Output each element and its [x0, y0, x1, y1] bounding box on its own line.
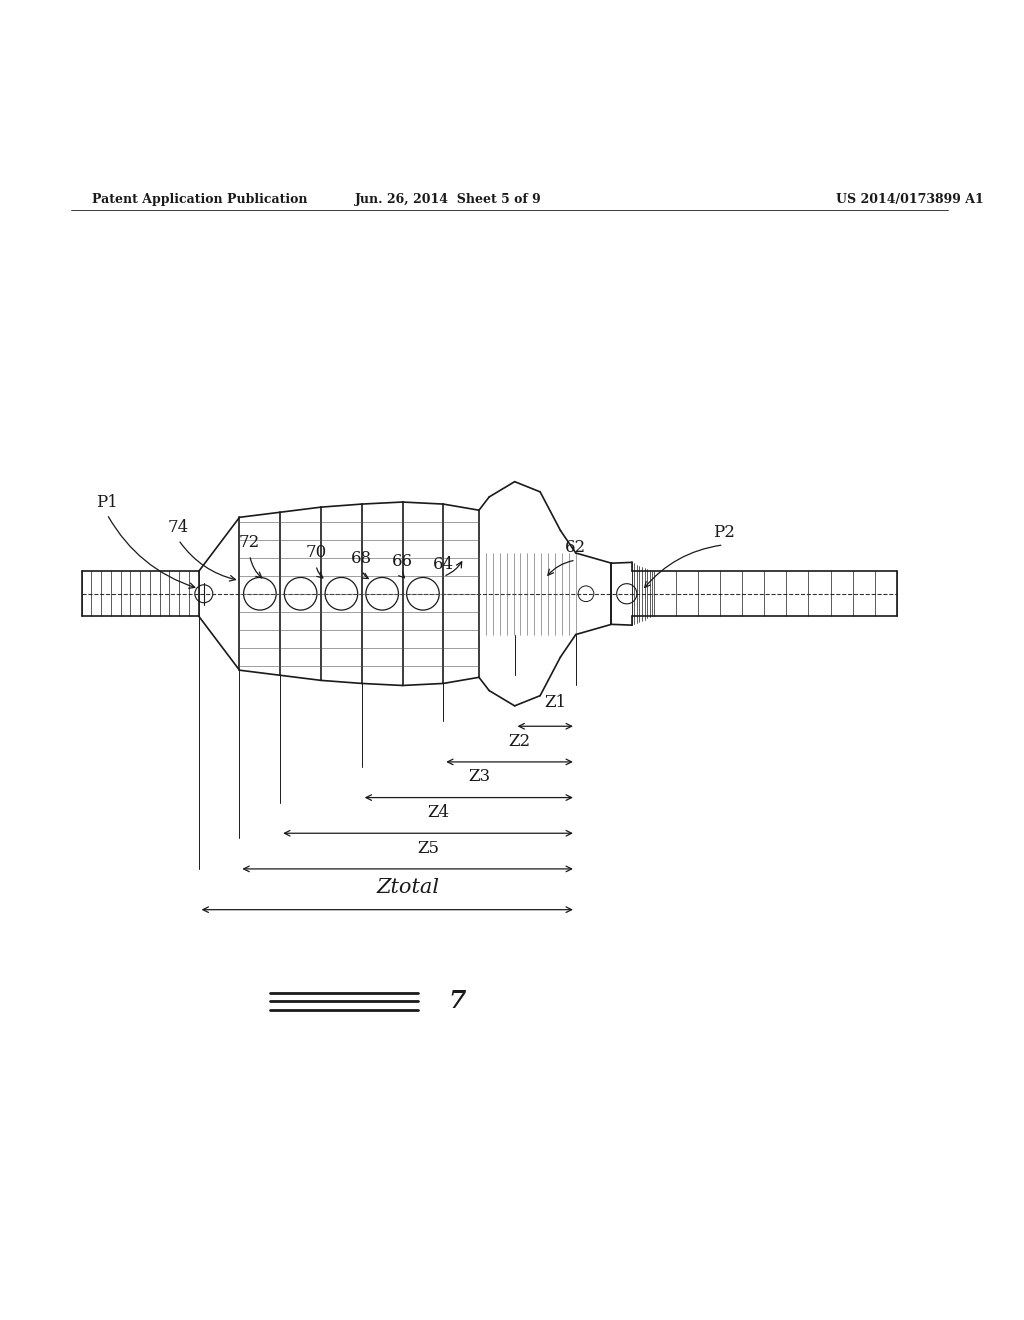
Text: US 2014/0173899 A1: US 2014/0173899 A1 [836, 193, 983, 206]
Text: Z4: Z4 [427, 804, 450, 821]
Text: Z5: Z5 [417, 840, 439, 857]
Text: Z2: Z2 [509, 733, 530, 750]
Text: 7: 7 [449, 990, 466, 1014]
Text: Jun. 26, 2014  Sheet 5 of 9: Jun. 26, 2014 Sheet 5 of 9 [355, 193, 542, 206]
Text: 68: 68 [351, 549, 373, 566]
Text: P1: P1 [96, 494, 118, 511]
Text: Ztotal: Ztotal [376, 878, 439, 898]
Text: Z3: Z3 [468, 768, 490, 785]
Text: 72: 72 [239, 535, 260, 552]
Text: 74: 74 [168, 519, 189, 536]
Text: Patent Application Publication: Patent Application Publication [92, 193, 307, 206]
Text: 70: 70 [305, 544, 327, 561]
Text: P2: P2 [713, 524, 734, 541]
Text: 64: 64 [433, 556, 454, 573]
Text: 62: 62 [565, 540, 587, 557]
Text: Z1: Z1 [545, 694, 566, 711]
Text: 66: 66 [392, 553, 413, 570]
